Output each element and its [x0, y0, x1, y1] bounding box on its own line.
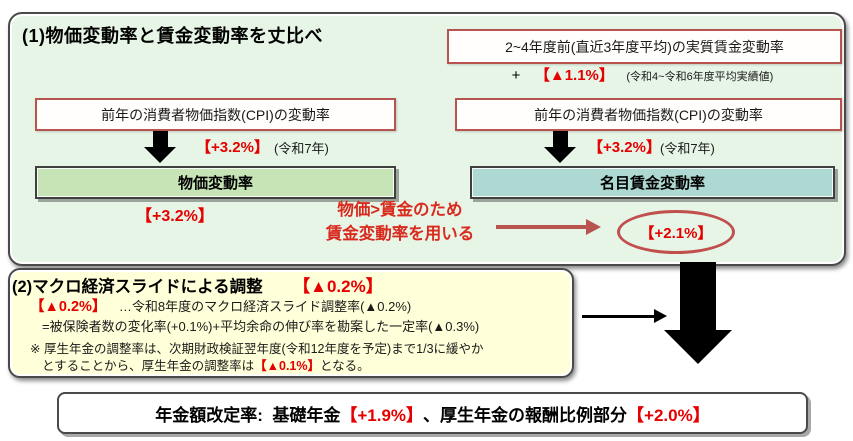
nominal-wage-change-rate-label: 名目賃金変動率	[599, 175, 705, 192]
price-change-value: 【+3.2%】	[136, 208, 214, 225]
decision-line1: 物価>賃金のため	[337, 201, 463, 219]
plus-sign: +	[511, 67, 521, 84]
section2-title: (2)マクロ経済スライドによる調整	[12, 278, 263, 296]
cpi-change-box-left: 前年の消費者物価指数(CPI)の変動率	[35, 98, 396, 131]
kosei-note-pre: とすることから、厚生年金の調整率は	[42, 359, 255, 373]
basic-pension-value: 【+1.9%】	[340, 405, 424, 425]
kosei-note-value: 【▲0.1%】	[254, 359, 321, 373]
macro-slide-formula: =被保険者数の変化率(+0.1%)+平均余命の伸び率を勘案した一定率(▲0.3%…	[42, 319, 480, 334]
nominal-wage-change-rate-box: 名目賃金変動率	[470, 166, 835, 199]
real-wage-change-box: 2~4年度前(直近3年度平均)の実質賃金変動率	[447, 29, 842, 64]
cpi-left-note: (令和7年)	[274, 141, 329, 156]
pension-revision-result-box: 年金額改定率: 基礎年金 【+1.9%】 、厚生年金の報酬比例部分 【+2.0%…	[57, 392, 808, 434]
section2-title-value: 【▲0.2%】	[293, 277, 383, 296]
cpi-right-value: 【+3.2%】	[588, 139, 661, 156]
cpi-change-label-left: 前年の消費者物価指数(CPI)の変動率	[101, 106, 330, 123]
decision-line2: 賃金変動率を用いる	[325, 224, 475, 243]
result-label: 年金額改定率: 基礎年金	[155, 405, 341, 425]
cpi-change-box-right: 前年の消費者物価指数(CPI)の変動率	[455, 98, 842, 131]
real-wage-note: (令和4~令和6年度平均実績値)	[626, 71, 774, 83]
section2-panel	[8, 268, 574, 378]
macro-slide-line1: 【▲0.2%】 …令和8年度のマクロ経済スライド調整率(▲0.2%)	[30, 295, 411, 316]
cpi-change-label-right: 前年の消費者物価指数(CPI)の変動率	[534, 106, 763, 123]
price-change-rate-box: 物価変動率	[35, 166, 396, 199]
decision-note: 物価>賃金のため 賃金変動率を用いる	[300, 199, 500, 247]
big-down-arrow-icon	[664, 262, 732, 364]
right-arrow-icon	[496, 219, 601, 235]
wage-value-oval: 【+2.1%】	[617, 210, 735, 254]
real-wage-value-row: + 【▲1.1%】 (令和4~令和6年度平均実績値)	[447, 64, 838, 85]
down-arrow-icon	[544, 131, 576, 163]
macro-slide-value: 【▲0.2%】	[30, 299, 107, 315]
cpi-right-note: (令和7年)	[660, 141, 715, 156]
cpi-left-value: 【+3.2%】	[196, 139, 269, 156]
real-wage-value: 【▲1.1%】	[534, 67, 614, 84]
price-change-rate-label: 物価変動率	[177, 175, 253, 192]
result-mid-label: 、厚生年金の報酬比例部分	[423, 405, 628, 425]
right-arrow-icon	[582, 309, 667, 323]
down-arrow-icon	[144, 131, 176, 163]
kosei-note-post: となる。	[320, 359, 370, 373]
section2-title-row: (2)マクロ経済スライドによる調整 【▲0.2%】	[12, 272, 383, 297]
welfare-pension-value: 【+2.0%】	[627, 405, 710, 425]
section1-title: (1)物価変動率と賃金変動率を丈比べ	[22, 26, 323, 46]
macro-slide-text: …令和8年度のマクロ経済スライド調整率(▲0.2%)	[118, 299, 412, 314]
kosei-note-line1: ※ 厚生年金の調整率は、次期財政検証翌年度(令和12年度を予定)まで1/3に緩や…	[30, 342, 484, 356]
real-wage-change-label: 2~4年度前(直近3年度平均)の実質賃金変動率	[505, 38, 784, 55]
wage-change-value: 【+2.1%】	[639, 224, 713, 242]
kosei-note-line2: とすることから、厚生年金の調整率は【▲0.1%】となる。	[42, 355, 370, 374]
